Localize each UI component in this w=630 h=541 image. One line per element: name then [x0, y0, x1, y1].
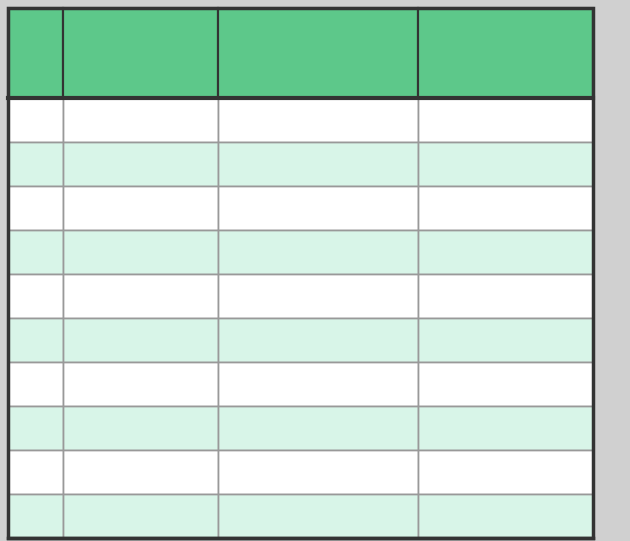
- Text: 2015: 2015: [116, 331, 165, 349]
- Text: 35,353: 35,353: [284, 287, 352, 306]
- Bar: [63, 8, 218, 98]
- Bar: [8, 362, 63, 406]
- Bar: [218, 274, 418, 318]
- Bar: [218, 230, 418, 274]
- Bar: [418, 186, 593, 230]
- Bar: [418, 98, 593, 142]
- Bar: [218, 318, 418, 362]
- Text: 77%: 77%: [484, 419, 527, 438]
- Text: 26,196: 26,196: [284, 242, 352, 261]
- Text: 98%: 98%: [484, 374, 527, 393]
- Bar: [8, 274, 63, 318]
- Text: 60,244: 60,244: [284, 463, 352, 481]
- Text: 47,983: 47,983: [284, 374, 352, 393]
- Bar: [218, 494, 418, 538]
- Text: 5: 5: [29, 287, 42, 306]
- Text: 2014: 2014: [116, 155, 165, 174]
- Text: No.: No.: [17, 43, 54, 63]
- Bar: [418, 318, 593, 362]
- Text: Battery
SOH: Battery SOH: [464, 32, 547, 74]
- Text: 2014: 2014: [116, 419, 165, 438]
- Text: 2: 2: [30, 155, 42, 174]
- Text: 6: 6: [30, 331, 42, 349]
- Bar: [418, 8, 593, 98]
- Bar: [8, 230, 63, 274]
- Text: 2014: 2014: [116, 506, 165, 525]
- Bar: [63, 362, 218, 406]
- Text: 19,882: 19,882: [284, 155, 352, 174]
- Bar: [8, 142, 63, 186]
- Bar: [63, 98, 218, 142]
- Bar: [63, 450, 218, 494]
- Bar: [8, 406, 63, 450]
- Bar: [8, 98, 63, 142]
- Text: Odometer
(km): Odometer (km): [263, 32, 373, 74]
- Bar: [63, 406, 218, 450]
- Bar: [8, 186, 63, 230]
- Bar: [218, 406, 418, 450]
- Text: 2014: 2014: [116, 374, 165, 393]
- Bar: [8, 494, 63, 538]
- Text: 67,681: 67,681: [284, 506, 352, 525]
- Bar: [8, 8, 63, 98]
- Text: 10: 10: [23, 506, 48, 525]
- Bar: [418, 142, 593, 186]
- Text: 90%: 90%: [484, 199, 527, 217]
- Bar: [418, 230, 593, 274]
- Text: 97%: 97%: [484, 110, 527, 129]
- Text: 4: 4: [30, 242, 42, 261]
- Bar: [418, 494, 593, 538]
- Text: Registration
Year: Registration Year: [72, 32, 209, 74]
- Bar: [218, 186, 418, 230]
- Text: 84%: 84%: [484, 242, 527, 261]
- Bar: [63, 230, 218, 274]
- Text: 88%: 88%: [484, 463, 527, 481]
- Bar: [418, 362, 593, 406]
- Bar: [63, 494, 218, 538]
- Bar: [218, 98, 418, 142]
- Bar: [418, 274, 593, 318]
- Text: 93%: 93%: [484, 331, 527, 349]
- Bar: [63, 274, 218, 318]
- Text: 8: 8: [30, 419, 42, 438]
- Text: 92%: 92%: [484, 506, 527, 525]
- Bar: [63, 318, 218, 362]
- Bar: [418, 406, 593, 450]
- Text: 3: 3: [30, 199, 42, 217]
- Text: 3,509: 3,509: [290, 110, 346, 129]
- Text: 2014: 2014: [116, 463, 165, 481]
- Bar: [218, 362, 418, 406]
- Bar: [218, 142, 418, 186]
- Text: 2014: 2014: [116, 199, 165, 217]
- Bar: [8, 450, 63, 494]
- Text: 2014: 2014: [116, 287, 165, 306]
- Text: 1: 1: [30, 110, 42, 129]
- Text: 2014: 2014: [116, 110, 165, 129]
- Text: 2014: 2014: [116, 242, 165, 261]
- Text: 7: 7: [30, 374, 42, 393]
- Text: 98%: 98%: [484, 287, 527, 306]
- Bar: [418, 450, 593, 494]
- Text: 21,672: 21,672: [284, 199, 352, 217]
- Bar: [63, 186, 218, 230]
- Bar: [63, 142, 218, 186]
- Text: 98%: 98%: [484, 155, 527, 174]
- Bar: [8, 318, 63, 362]
- Text: 55,576: 55,576: [284, 419, 352, 438]
- Bar: [218, 450, 418, 494]
- Text: 9: 9: [30, 463, 42, 481]
- Text: 37,063: 37,063: [284, 331, 352, 349]
- Bar: [218, 8, 418, 98]
